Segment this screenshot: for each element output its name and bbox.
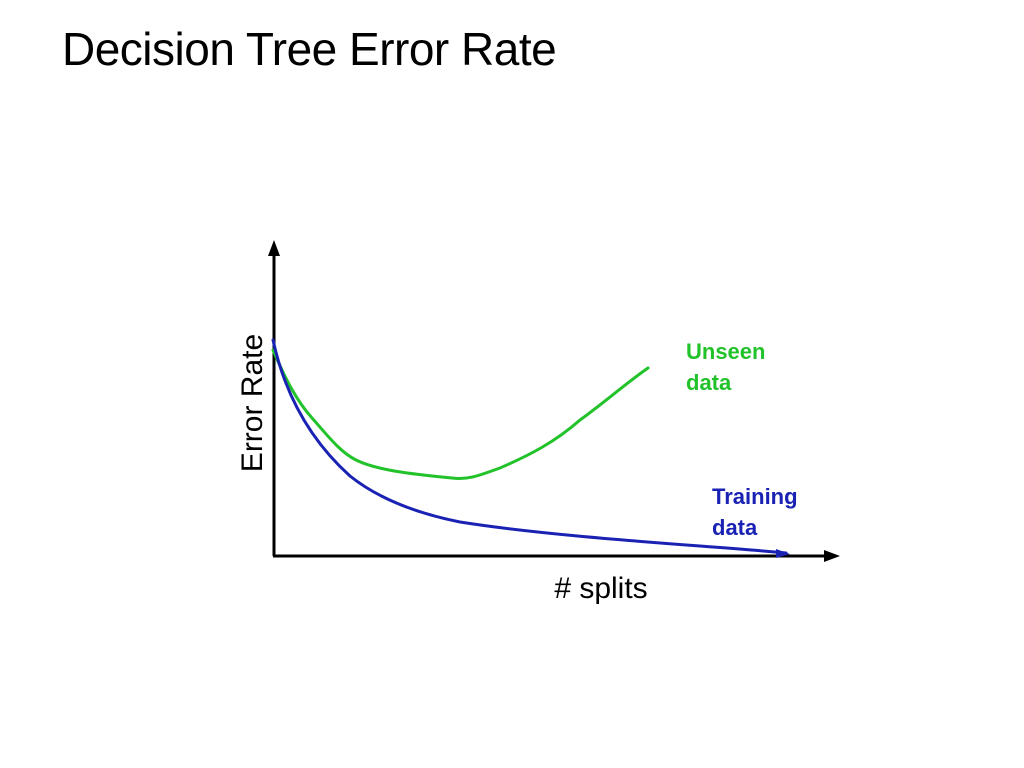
y-axis-arrowhead [268,240,280,256]
y-axis-label: Error Rate [236,334,269,472]
x-axis-label: # splits [554,572,647,605]
unseen-data-label: Unseen data [686,339,772,395]
training-curve-arrowhead [776,549,790,558]
unseen-data-label-line-2: data [686,370,732,395]
training-data-label-line-1: Training [712,484,798,509]
unseen-data-curve [271,348,650,480]
training-data-curve [271,338,788,555]
unseen-data-label-line-1: Unseen [686,339,765,364]
x-axis-arrowhead [824,550,840,562]
slide-title: Decision Tree Error Rate [62,23,557,75]
training-data-label: Training data [712,484,804,540]
training-data-label-line-2: data [712,515,758,540]
